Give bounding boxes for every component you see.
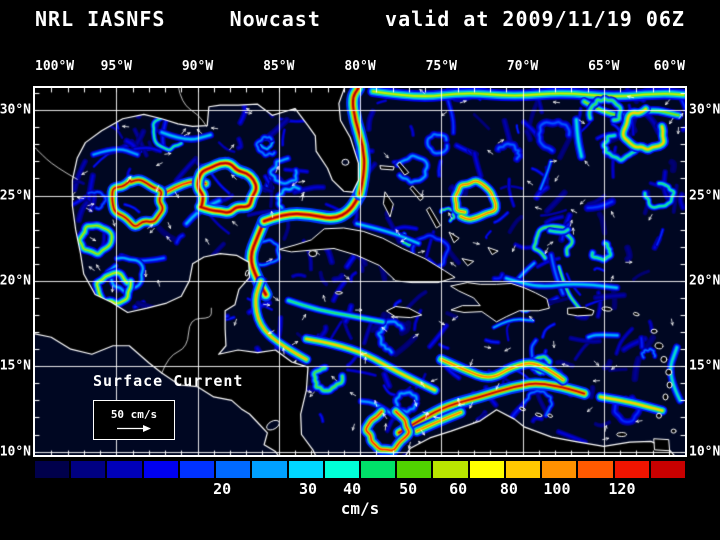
valid-time: valid at 2009/11/19 06Z [385, 7, 685, 31]
colorbar-segment [179, 461, 215, 478]
lat-tick-label: 10°N [0, 444, 31, 460]
map-frame: Surface Current 50 cm/s [33, 86, 687, 457]
lon-tick-label: 60°W [653, 59, 685, 74]
colorbar-segment [216, 461, 251, 478]
colorbar-tick: 20 [213, 480, 232, 498]
colorbar-segment [71, 461, 106, 478]
scale-value: 50 cm/s [110, 407, 158, 421]
colorbar-segment [288, 461, 323, 478]
scale-arrow-icon [117, 424, 151, 432]
colorbar-segment [614, 461, 649, 478]
current-scale-box: 50 cm/s [93, 400, 175, 440]
lon-tick-label: 85°W [263, 59, 295, 74]
colorbar-segment [324, 461, 359, 478]
latitude-axis-labels-right: 30°N 25°N 20°N 15°N 10°N [689, 88, 720, 459]
lat-tick-label: 15°N [0, 358, 31, 374]
lat-tick-label: 20°N [0, 273, 31, 289]
colorbar-tick: 30 [298, 480, 318, 498]
product-name: NRL IASNFS [35, 7, 166, 31]
title-bar: NRL IASNFS Nowcast valid at 2009/11/19 0… [35, 7, 685, 31]
colorbar-segment [35, 461, 70, 478]
colorbar-segment [143, 461, 178, 478]
lon-tick-label: 80°W [344, 59, 376, 74]
colorbar-segment [505, 461, 541, 478]
colorbar-segment [397, 461, 432, 478]
surface-current-label: Surface Current [93, 372, 244, 390]
colorbar-segment [433, 461, 468, 478]
colorbar-segment [107, 461, 142, 478]
colorbar-unit: cm/s [340, 499, 380, 518]
lat-tick-label: 30°N [689, 102, 720, 118]
colorbar-tick: 60 [449, 480, 468, 498]
lat-tick-label: 25°N [0, 188, 31, 204]
run-mode: Nowcast [229, 7, 321, 31]
longitude-axis-labels: 100°W 95°W 90°W 85°W 80°W 75°W 70°W 65°W 60°W [35, 59, 685, 77]
latitude-axis-labels-left: 30°N 25°N 20°N 15°N 10°N [0, 88, 33, 459]
colorbar-tick: 40 [343, 480, 362, 498]
colorbar-tick: 50 [399, 480, 418, 498]
lon-tick-label: 70°W [506, 59, 539, 74]
lon-tick-label: 65°W [588, 59, 620, 74]
current-map-canvas [35, 88, 685, 455]
colorbar-segment [650, 461, 685, 478]
colorbar [35, 461, 685, 478]
lon-tick-label: 100°W [35, 59, 75, 74]
colorbar-segment [360, 461, 396, 478]
colorbar-tick: 80 [499, 480, 518, 498]
lat-tick-label: 10°N [689, 444, 720, 460]
colorbar-segment [252, 461, 287, 478]
lat-tick-label: 30°N [0, 102, 31, 118]
colorbar-segment [542, 461, 577, 478]
lat-tick-label: 20°N [689, 273, 720, 289]
colorbar-tick: 120 [608, 480, 636, 498]
lon-tick-label: 95°W [100, 59, 132, 74]
colorbar-tick: 100 [543, 480, 571, 498]
colorbar-tick-labels: 20 30 40 50 60 80 100 120 [35, 480, 685, 498]
colorbar-segment [578, 461, 613, 478]
colorbar-segment [469, 461, 504, 478]
lat-tick-label: 15°N [689, 358, 720, 374]
lon-tick-label: 90°W [181, 59, 214, 74]
lat-tick-label: 25°N [689, 188, 720, 204]
lon-tick-label: 75°W [425, 59, 457, 74]
